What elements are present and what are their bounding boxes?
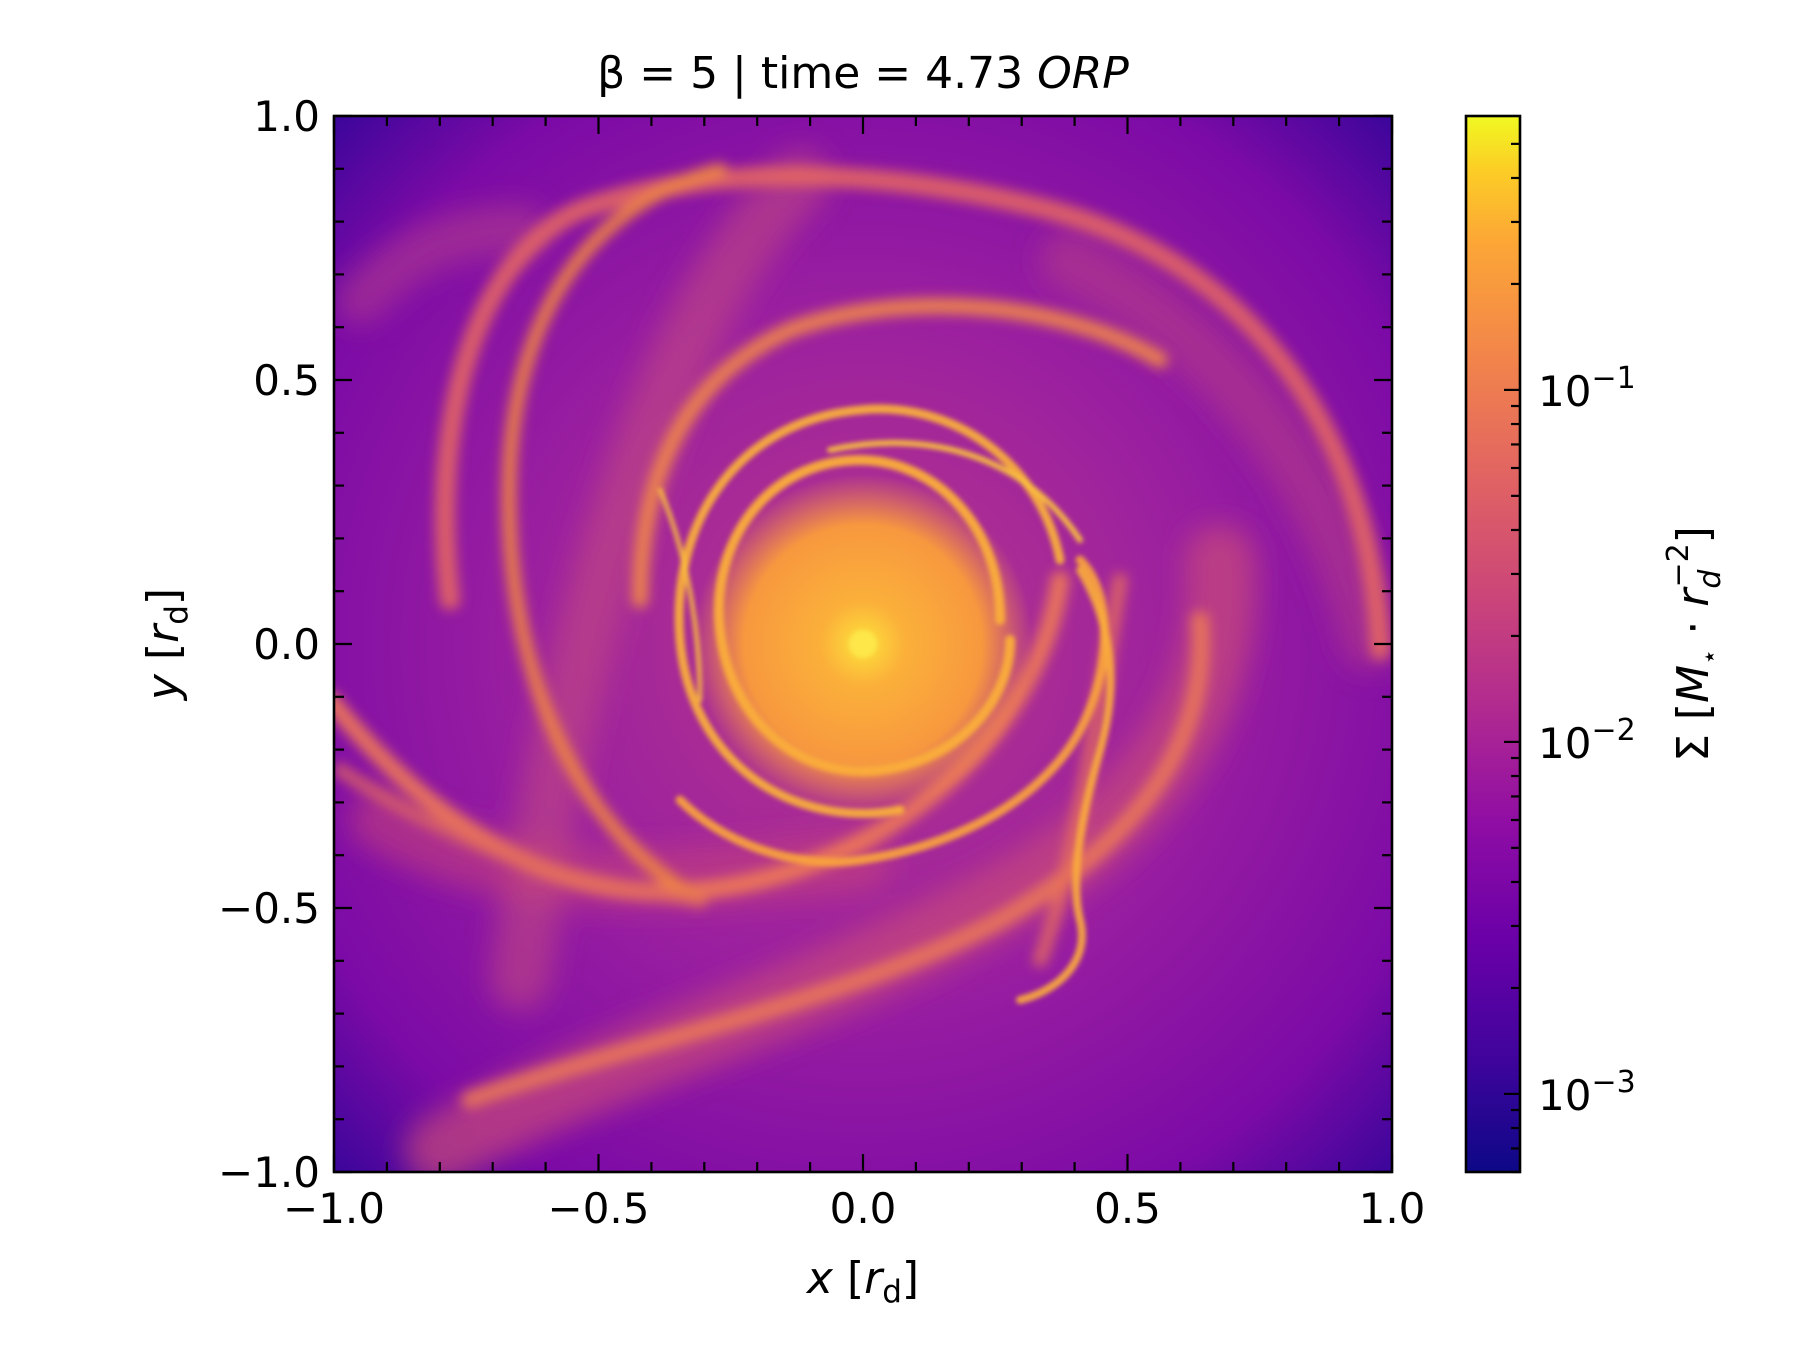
- colorbar-label: Σ [M⋆ · rd−2]: [1661, 526, 1728, 762]
- x-tick-label: −1.0: [283, 1184, 385, 1233]
- colorbar: [1466, 116, 1520, 1172]
- y-tick-label: 1.0: [253, 92, 320, 141]
- y-tick-label: −0.5: [218, 884, 320, 933]
- x-tick-label: 0.0: [830, 1184, 897, 1233]
- colorbar-tick-label: 10−3: [1538, 1065, 1636, 1120]
- x-tick-label: 1.0: [1359, 1184, 1426, 1233]
- plot-frame: [332, 114, 1394, 1174]
- x-axis-label: x [rd]: [805, 1253, 919, 1310]
- colorbar-tick-label: 10−1: [1538, 361, 1636, 416]
- colorbar-tick-label: 10−2: [1538, 713, 1636, 768]
- colorbar-frame: [1464, 114, 1522, 1174]
- inner-rings: [657, 404, 1115, 1004]
- colorbar-axis: 10−3 10−2 10−1: [1464, 114, 1636, 1174]
- density-heatmap: [334, 116, 1392, 1172]
- y-tick-label: 0.5: [253, 356, 320, 405]
- axes: −1.0 −0.5 0.0 0.5 1.0 −1.0 −0.5 0.0 0.5 1.0: [218, 92, 1425, 1233]
- x-tick-label: −0.5: [548, 1184, 650, 1233]
- chart-title: β = 5 | time = 4.73 ORP: [597, 48, 1129, 99]
- x-tick-label: 0.5: [1094, 1184, 1161, 1233]
- central-peak: [849, 630, 877, 658]
- spiral-arms: [334, 163, 1390, 1109]
- y-tick-label: 0.0: [253, 620, 320, 669]
- y-axis-label: y [rd]: [138, 588, 195, 702]
- y-tick-label: −1.0: [218, 1148, 320, 1197]
